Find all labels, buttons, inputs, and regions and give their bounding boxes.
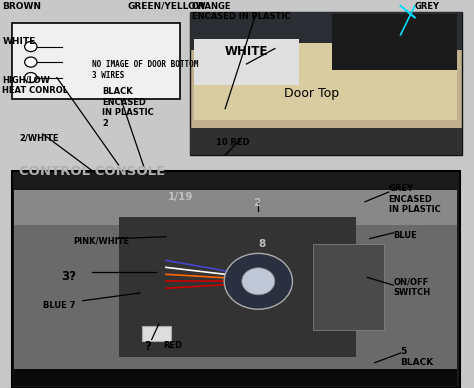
Text: 2: 2 — [254, 198, 261, 208]
Bar — [332, 14, 457, 70]
Text: ON/OFF
SWITCH: ON/OFF SWITCH — [393, 277, 430, 297]
Text: GREY: GREY — [415, 2, 440, 11]
Bar — [190, 12, 462, 50]
Circle shape — [25, 57, 37, 67]
Text: 3?: 3? — [62, 270, 77, 283]
Bar — [313, 244, 384, 330]
Text: GREEN/YELLOW: GREEN/YELLOW — [128, 2, 207, 11]
Bar — [194, 43, 457, 120]
Text: WHITE: WHITE — [225, 45, 269, 58]
Text: BLUE: BLUE — [393, 231, 417, 240]
Circle shape — [242, 268, 275, 295]
Text: HIGH/LOW
HEAT CONROL: HIGH/LOW HEAT CONROL — [2, 76, 68, 95]
Bar — [12, 23, 180, 99]
Bar — [14, 369, 457, 386]
Text: 2/WHITE: 2/WHITE — [19, 134, 58, 143]
Text: ORANGE
ENCASED IN PLASTIC: ORANGE ENCASED IN PLASTIC — [192, 2, 291, 21]
Text: GREY
ENCASED
IN PLASTIC: GREY ENCASED IN PLASTIC — [389, 184, 440, 214]
Text: 8: 8 — [258, 239, 265, 249]
Text: BROWN: BROWN — [2, 2, 41, 11]
Bar — [190, 12, 462, 155]
Circle shape — [25, 73, 37, 83]
Bar — [190, 128, 462, 155]
Text: NO IMAGE OF DOOR BOTTOM
3 WIRES: NO IMAGE OF DOOR BOTTOM 3 WIRES — [92, 60, 199, 80]
Text: RED: RED — [164, 341, 182, 350]
Bar — [14, 190, 457, 369]
Text: 1/19: 1/19 — [168, 192, 194, 202]
Text: ?: ? — [145, 340, 152, 353]
Text: WHITE: WHITE — [2, 37, 36, 46]
Text: 10 RED: 10 RED — [216, 138, 249, 147]
Bar — [194, 39, 299, 85]
Text: BLACK
ENCASED
IN PLASTIC
2: BLACK ENCASED IN PLASTIC 2 — [102, 87, 154, 128]
Circle shape — [224, 253, 292, 309]
Text: BLUE 7: BLUE 7 — [43, 301, 75, 310]
Text: PINK/WHITE: PINK/WHITE — [73, 237, 129, 246]
Text: CONTROL CONSOLE: CONTROL CONSOLE — [19, 165, 165, 178]
Circle shape — [25, 42, 37, 52]
Bar — [12, 171, 460, 388]
Text: 5
BLACK: 5 BLACK — [401, 347, 434, 367]
Bar — [118, 217, 356, 357]
Bar — [142, 326, 171, 341]
Text: Door Top: Door Top — [284, 87, 339, 100]
Bar — [14, 190, 457, 225]
